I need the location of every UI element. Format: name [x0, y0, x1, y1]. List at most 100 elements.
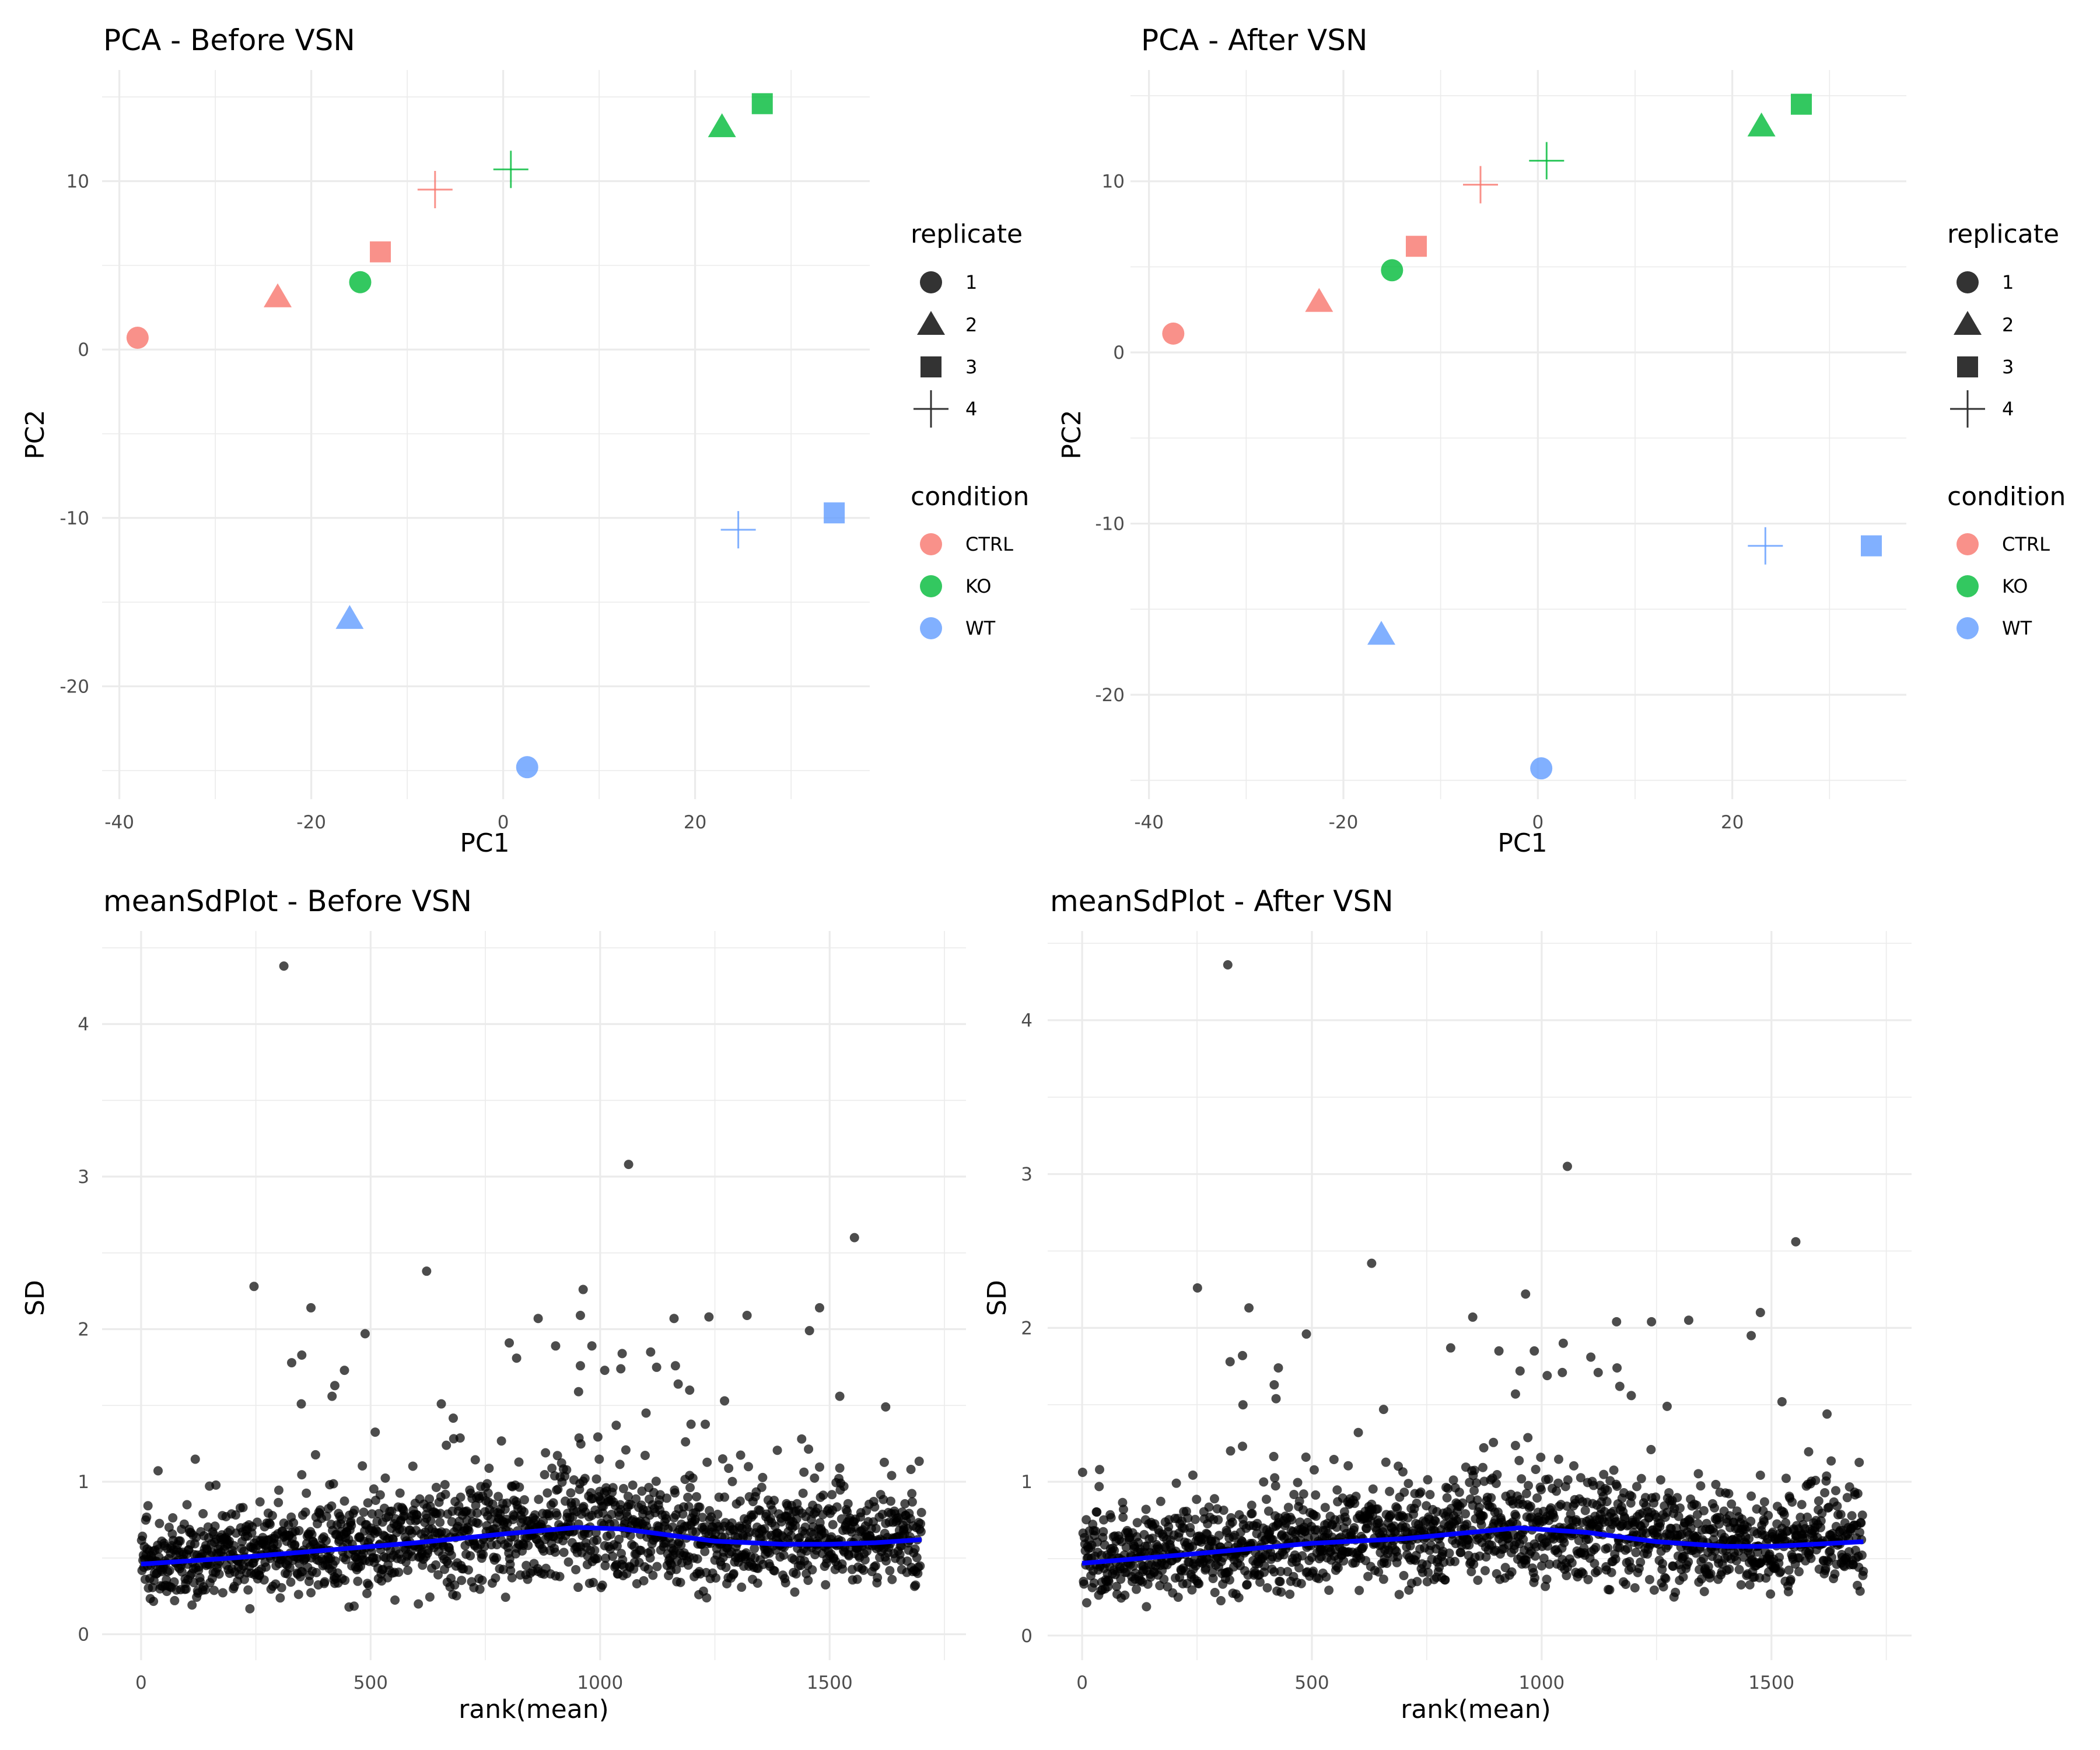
outlier-point: [616, 1364, 626, 1374]
data-point: [149, 1597, 159, 1606]
x-axis-title: rank(mean): [459, 1695, 609, 1724]
data-point: [1549, 1513, 1559, 1522]
x-tick-label: 1000: [577, 1672, 623, 1693]
data-point: [289, 1518, 299, 1528]
data-point: [435, 1508, 445, 1518]
data-point: [1159, 1574, 1169, 1584]
data-point: [564, 1557, 573, 1567]
data-point: [177, 1567, 187, 1577]
data-point: [611, 1420, 621, 1430]
data-point: [597, 1580, 607, 1590]
data-point: [1476, 1520, 1486, 1530]
outlier-point: [670, 1361, 680, 1371]
data-point: [272, 1539, 282, 1549]
data-point: [1141, 1504, 1151, 1514]
data-point: [1685, 1514, 1695, 1524]
y-tick-label: 10: [66, 172, 89, 192]
data-point: [367, 1509, 377, 1519]
data-point: [1820, 1488, 1830, 1497]
outlier-point: [1626, 1391, 1636, 1401]
data-point: [1458, 1498, 1468, 1508]
data-point: [252, 1517, 262, 1527]
data-point: [1480, 1566, 1490, 1576]
data-point: [1234, 1592, 1244, 1602]
data-point: [328, 1479, 338, 1489]
data-point: [1544, 1474, 1553, 1484]
data-point: [690, 1514, 700, 1524]
data-point: [1242, 1580, 1252, 1590]
data-point: [860, 1555, 870, 1565]
data-point: [576, 1439, 586, 1449]
data-point: [1343, 1461, 1353, 1471]
outlier-point: [685, 1385, 695, 1395]
data-point: [1781, 1474, 1791, 1483]
point-ctrl-rep1: [1162, 322, 1185, 345]
outlier-point: [1530, 1346, 1539, 1356]
data-point: [1580, 1506, 1590, 1516]
data-point: [431, 1482, 441, 1492]
outlier-point: [249, 1282, 259, 1292]
data-point: [426, 1516, 436, 1526]
data-point: [832, 1502, 842, 1512]
data-point: [1112, 1581, 1122, 1591]
data-point: [190, 1454, 200, 1464]
data-point: [1464, 1540, 1474, 1550]
data-point: [870, 1502, 880, 1512]
data-point: [425, 1592, 435, 1602]
data-point: [1264, 1506, 1273, 1516]
data-point: [827, 1490, 837, 1500]
point-ctrl-rep3: [1406, 236, 1427, 257]
data-point: [1636, 1474, 1646, 1483]
data-point: [571, 1564, 581, 1574]
data-point: [470, 1455, 480, 1465]
data-point: [1156, 1496, 1166, 1506]
data-point: [1609, 1465, 1619, 1475]
data-point: [713, 1510, 723, 1520]
data-point: [1794, 1567, 1804, 1577]
data-point: [302, 1488, 312, 1498]
outlier-point: [1446, 1343, 1455, 1353]
y-tick-label: -20: [60, 677, 89, 698]
data-point: [1474, 1502, 1484, 1512]
data-point: [1781, 1518, 1791, 1528]
data-point: [181, 1584, 191, 1594]
data-point: [306, 1588, 316, 1598]
outlier-point: [1468, 1312, 1478, 1322]
data-point: [1836, 1510, 1846, 1520]
data-point: [450, 1580, 460, 1590]
data-point: [676, 1540, 686, 1550]
data-point: [1822, 1471, 1832, 1481]
data-point: [1216, 1596, 1226, 1606]
data-point: [1521, 1489, 1531, 1499]
data-point: [255, 1497, 265, 1507]
data-point: [370, 1427, 380, 1437]
data-point: [580, 1474, 590, 1483]
point-ko-rep2: [708, 113, 736, 138]
data-point: [1450, 1556, 1460, 1566]
data-point: [209, 1586, 219, 1595]
data-point: [589, 1577, 598, 1587]
y-tick-label: 0: [78, 1625, 89, 1646]
data-point: [779, 1550, 789, 1560]
data-point: [1188, 1470, 1198, 1480]
data-point: [321, 1536, 331, 1546]
x-axis-title: PC1: [460, 828, 509, 858]
data-point: [1247, 1508, 1257, 1518]
legend-square-icon: [1957, 356, 1978, 377]
data-point: [592, 1535, 602, 1545]
data-point: [294, 1526, 304, 1536]
data-point: [523, 1541, 533, 1550]
data-point: [440, 1489, 450, 1499]
data-point: [852, 1574, 862, 1584]
data-point: [631, 1494, 641, 1504]
legend-swatch-ko: [920, 575, 942, 597]
data-point: [477, 1575, 487, 1585]
data-point: [201, 1585, 211, 1595]
data-point: [297, 1470, 307, 1480]
data-point: [442, 1440, 452, 1450]
data-point: [1736, 1580, 1746, 1590]
data-point: [1611, 1554, 1620, 1564]
data-point: [610, 1518, 620, 1528]
data-point: [243, 1585, 253, 1595]
data-point: [473, 1518, 483, 1528]
